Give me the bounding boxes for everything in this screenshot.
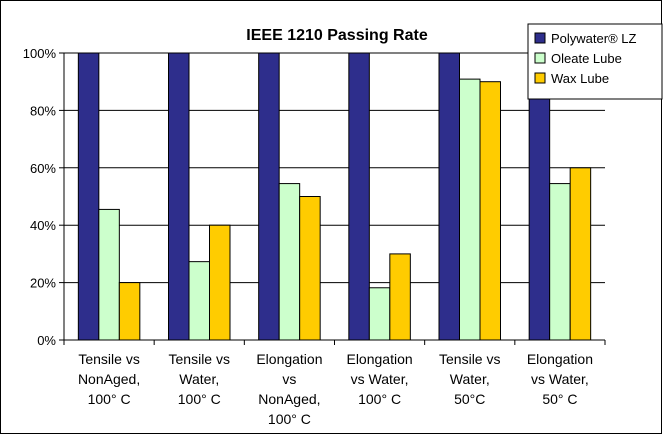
bar-polywater-lz-3 (348, 52, 370, 341)
legend-box (527, 23, 663, 100)
bar-wax-lube-4 (479, 81, 501, 341)
bar-wax-lube-0 (118, 282, 141, 341)
bar-polywater-lz-0 (77, 52, 100, 341)
legend-swatch (534, 52, 546, 64)
legend-swatch (534, 32, 546, 44)
legend-label: Oleate Lube (551, 51, 622, 66)
y-tick-label: 60% (30, 161, 56, 176)
y-axis-ticks: 0% 20% 40% 60% 80% 100% (23, 46, 64, 348)
bar-wax-lube-3 (389, 253, 411, 341)
bar-polywater-lz-1 (168, 52, 190, 341)
bar-oleate-lube-4 (459, 78, 481, 341)
axes (63, 53, 606, 345)
bars (77, 52, 592, 341)
bar-oleate-lube-5 (549, 183, 571, 341)
legend-swatch (534, 72, 546, 84)
x-category-label: Elongation vs Water, 100° C (346, 351, 412, 407)
legend: Polywater® LZ Oleate Lube Wax Lube (527, 23, 663, 100)
bar-wax-lube-2 (299, 196, 321, 341)
y-tick-label: 40% (30, 218, 56, 233)
x-axis-labels: Tensile vs NonAged, 100° C Tensile vs Water,… (78, 351, 593, 427)
bar-polywater-lz-4 (438, 52, 460, 341)
bar-oleate-lube-3 (368, 287, 391, 341)
legend-label: Wax Lube (551, 71, 609, 86)
bar-oleate-lube-1 (188, 261, 210, 341)
y-tick-label: 100% (23, 46, 57, 61)
x-category-label: Elongation vs NonAged, 100° C (256, 351, 322, 427)
gridlines (64, 52, 605, 284)
x-category-label: Elongation vs Water, 50° C (527, 351, 593, 407)
y-tick-label: 80% (30, 103, 56, 118)
chart-title: IEEE 1210 Passing Rate (246, 27, 428, 44)
y-tick-label: 0% (37, 333, 56, 348)
bar-wax-lube-5 (569, 167, 592, 341)
x-category-label: Tensile vs NonAged, 100° C (78, 351, 140, 407)
y-tick-label: 20% (30, 276, 56, 291)
bar-polywater-lz-2 (258, 52, 280, 341)
x-category-label: Tensile vs Water, 100° C (169, 351, 230, 407)
legend-label: Polywater® LZ (551, 31, 636, 46)
bar-wax-lube-1 (209, 224, 231, 341)
bar-oleate-lube-0 (98, 208, 120, 341)
bar-oleate-lube-2 (278, 183, 301, 341)
x-category-label: Tensile vs Water, 50°C (439, 351, 500, 407)
